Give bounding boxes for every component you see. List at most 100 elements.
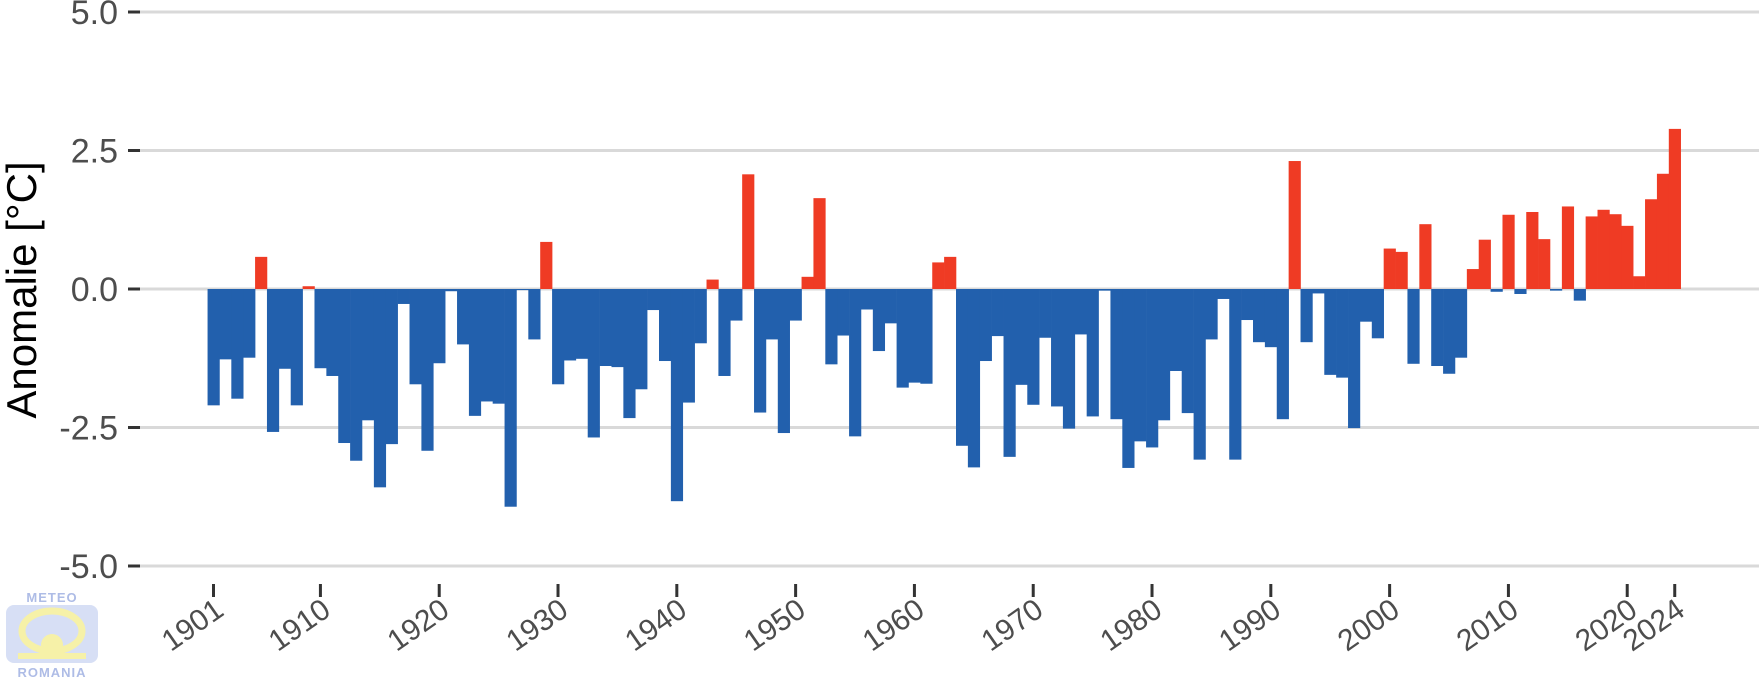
bar: [647, 289, 660, 311]
bar: [682, 289, 695, 403]
bar: [623, 289, 636, 419]
bar: [1039, 289, 1052, 338]
bar: [278, 289, 292, 369]
bar: [1169, 289, 1183, 371]
y-tick-label: -5.0: [59, 548, 118, 586]
bar: [504, 289, 517, 507]
bar: [1098, 289, 1111, 291]
bar: [884, 289, 897, 324]
bar: [266, 289, 280, 432]
bar: [1027, 289, 1040, 405]
y-tick-label: 2.5: [71, 133, 118, 171]
x-tick-label: 1960: [857, 593, 931, 658]
bar: [1217, 289, 1230, 299]
bar: [1146, 289, 1159, 448]
bar: [1550, 289, 1563, 291]
bar: [350, 289, 363, 461]
bar: [1466, 269, 1480, 289]
bar: [1490, 289, 1503, 292]
bar: [896, 289, 909, 388]
bar: [1110, 289, 1123, 420]
bar: [920, 289, 933, 384]
x-tick-label: 1990: [1213, 593, 1287, 658]
bar: [409, 289, 422, 385]
bar: [659, 289, 672, 362]
meteo-romania-logo: METEO ROMANIA: [6, 591, 98, 679]
bar: [492, 289, 505, 404]
bar: [777, 289, 790, 434]
bar: [754, 289, 767, 413]
bar: [445, 289, 458, 292]
y-tick-label: 0.0: [71, 271, 118, 309]
bar: [1205, 289, 1218, 340]
bar: [552, 289, 565, 385]
bar: [1324, 289, 1337, 375]
bar: [908, 289, 921, 383]
bar: [1062, 289, 1076, 429]
y-tick-label: 5.0: [71, 0, 118, 32]
bar: [860, 289, 874, 310]
bar: [1383, 248, 1396, 289]
y-tick-label: -2.5: [59, 410, 118, 448]
y-axis: 5.0 2.5 0.0 -2.5 -5.0: [59, 0, 140, 586]
bar: [1336, 289, 1349, 378]
y-axis-title: Anomalie [°C]: [0, 161, 45, 418]
bar: [516, 289, 529, 291]
bar: [765, 289, 779, 340]
bar: [1621, 225, 1634, 289]
bar: [1051, 289, 1064, 407]
bar: [1134, 289, 1147, 442]
bar: [1229, 289, 1242, 460]
bar: [1454, 289, 1468, 358]
bar: [1015, 289, 1028, 385]
bar: [219, 289, 232, 360]
bar: [421, 289, 434, 451]
x-tick-label: 2000: [1332, 593, 1406, 658]
bar: [1538, 239, 1551, 289]
bar: [872, 289, 886, 352]
bar: [528, 289, 541, 340]
bars: [207, 128, 1681, 507]
x-tick-label: 1910: [263, 593, 337, 658]
bar: [1086, 289, 1099, 417]
x-tick-label: 1980: [1094, 593, 1168, 658]
bar: [1181, 289, 1194, 414]
bar: [1253, 289, 1266, 343]
bar: [944, 256, 957, 289]
bar: [932, 262, 945, 289]
bar: [849, 289, 862, 437]
bar: [302, 286, 315, 289]
bar: [1597, 209, 1610, 289]
x-tick-label: 1901: [156, 593, 230, 658]
bar: [1443, 289, 1456, 374]
x-tick-label: 1950: [738, 593, 812, 658]
bar: [742, 174, 755, 289]
bar: [670, 289, 684, 502]
bar: [1407, 289, 1420, 364]
bar: [1573, 289, 1586, 301]
bar: [1609, 214, 1622, 289]
bar: [540, 241, 553, 289]
bar: [1633, 276, 1646, 289]
x-tick-label: 1940: [619, 593, 693, 658]
bar: [1241, 289, 1254, 321]
bar: [801, 276, 814, 289]
bar: [1300, 289, 1313, 343]
bar: [1561, 206, 1575, 289]
x-tick-label: 2010: [1451, 593, 1525, 658]
bar: [1359, 289, 1373, 322]
bar: [706, 279, 719, 289]
bar: [563, 289, 577, 361]
bar: [1264, 289, 1278, 348]
logo-bottom-text: ROMANIA: [17, 665, 86, 679]
bar: [480, 289, 493, 402]
bar: [1074, 289, 1087, 335]
bar: [611, 289, 624, 368]
bar: [825, 289, 838, 365]
bar: [694, 289, 707, 344]
bar: [1276, 289, 1289, 420]
bar: [468, 289, 482, 416]
bar: [1419, 224, 1432, 289]
bar: [1371, 289, 1384, 339]
bar: [1656, 173, 1670, 289]
